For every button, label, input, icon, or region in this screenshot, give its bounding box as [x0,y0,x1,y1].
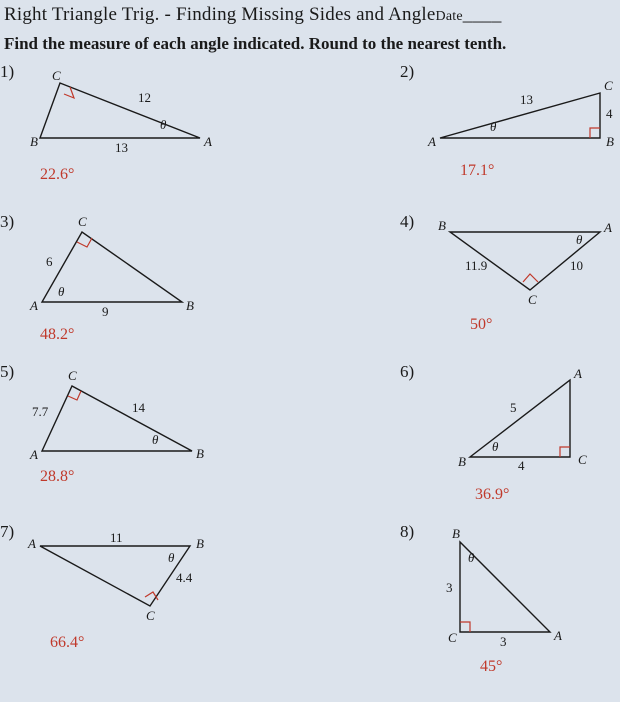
triangle-5: A B C 7.7 14 θ [22,366,222,466]
side-adj: 10 [570,258,583,273]
problem-number: 3) [0,212,14,232]
vertex-A: A [427,134,436,149]
triangle-4: B A C 11.9 10 θ [410,212,620,312]
vertex-C: C [146,608,155,623]
side-hyp: 5 [510,400,517,415]
side-adj: 4 [518,458,525,473]
problem-number: 6) [400,362,414,382]
vertex-B: B [30,134,38,149]
theta: θ [168,550,175,565]
triangle-6: B C A 5 4 θ [430,362,620,482]
problem-number: 5) [0,362,14,382]
theta: θ [58,284,65,299]
answer-7: 66.4° [50,634,84,652]
side-adj: 13 [115,140,128,155]
vertex-A: A [29,298,38,313]
vertex-C: C [528,292,537,307]
problem-3: 3) A B C 6 9 θ 48.2° [0,212,260,352]
title-date: Date [436,9,463,24]
triangle-1: B A C 12 13 θ [20,68,250,158]
side-hyp: 13 [520,92,533,107]
side-adj: 11 [110,530,123,545]
title-underline: ____ [463,4,502,25]
problem-7: 7) A B C 11 4.4 θ 66.4° [0,522,260,672]
problem-6: 6) B C A 5 4 θ 36.9° [400,362,620,512]
triangle-8: B C A 3 3 θ [430,522,600,652]
vertex-C: C [52,68,61,83]
vertex-A: A [29,447,38,462]
answer-3: 48.2° [40,326,74,344]
side-hyp: 11.9 [465,258,487,273]
side-opp: 6 [46,254,53,269]
answer-8: 45° [480,658,502,676]
vertex-C: C [578,452,587,467]
side-adj: 9 [102,304,109,319]
vertex-B: B [452,526,460,541]
vertex-C: C [604,78,613,93]
vertex-A: A [603,220,612,235]
vertex-C: C [68,368,77,383]
triangle-3: A B C 6 9 θ [22,212,222,322]
title-text: Right Triangle Trig. - Finding Missing S… [4,4,436,25]
problem-8: 8) B C A 3 3 θ 45° [400,522,620,682]
answer-1: 22.6° [40,166,74,184]
problem-number: 7) [0,522,14,542]
theta: θ [160,117,167,132]
theta: θ [152,432,159,447]
theta: θ [576,232,583,247]
vertex-C: C [78,214,87,229]
vertex-C: C [448,630,457,645]
problem-2: 2) A B C 13 4 θ 17.1° [400,62,620,192]
side-adj: 3 [500,634,507,649]
side-opp: 3 [446,580,453,595]
vertex-B: B [186,298,194,313]
vertex-B: B [196,446,204,461]
triangle-2: A B C 13 4 θ [410,68,620,158]
instruction-text: Find the measure of each angle indicated… [0,26,620,62]
answer-2: 17.1° [460,162,494,180]
vertex-B: B [438,218,446,233]
vertex-B: B [458,454,466,469]
problem-number: 1) [0,62,14,82]
answer-5: 28.8° [40,468,74,486]
problem-4: 4) B A C 11.9 10 θ 50° [400,212,620,352]
page-title: Right Triangle Trig. - Finding Missing S… [0,0,620,26]
problem-number: 8) [400,522,414,542]
side-opp: 4.4 [176,570,193,585]
vertex-A: A [203,134,212,149]
problems-grid: 1) B A C 12 13 θ 22.6° 2) A B C 13 4 θ 1… [0,62,620,702]
theta: θ [468,550,475,565]
vertex-B: B [196,536,204,551]
side-hyp: 14 [132,400,146,415]
vertex-A: A [27,536,36,551]
vertex-A: A [553,628,562,643]
vertex-A: A [573,366,582,381]
side-opp: 4 [606,106,613,121]
problem-5: 5) A B C 7.7 14 θ 28.8° [0,362,260,502]
answer-4: 50° [470,316,492,334]
triangle-7: A B C 11 4.4 θ [20,526,230,636]
theta: θ [490,119,497,134]
problem-1: 1) B A C 12 13 θ 22.6° [0,62,260,192]
theta: θ [492,439,499,454]
vertex-B: B [606,134,614,149]
side-hyp: 12 [138,90,151,105]
answer-6: 36.9° [475,486,509,504]
side-opp: 7.7 [32,404,49,419]
